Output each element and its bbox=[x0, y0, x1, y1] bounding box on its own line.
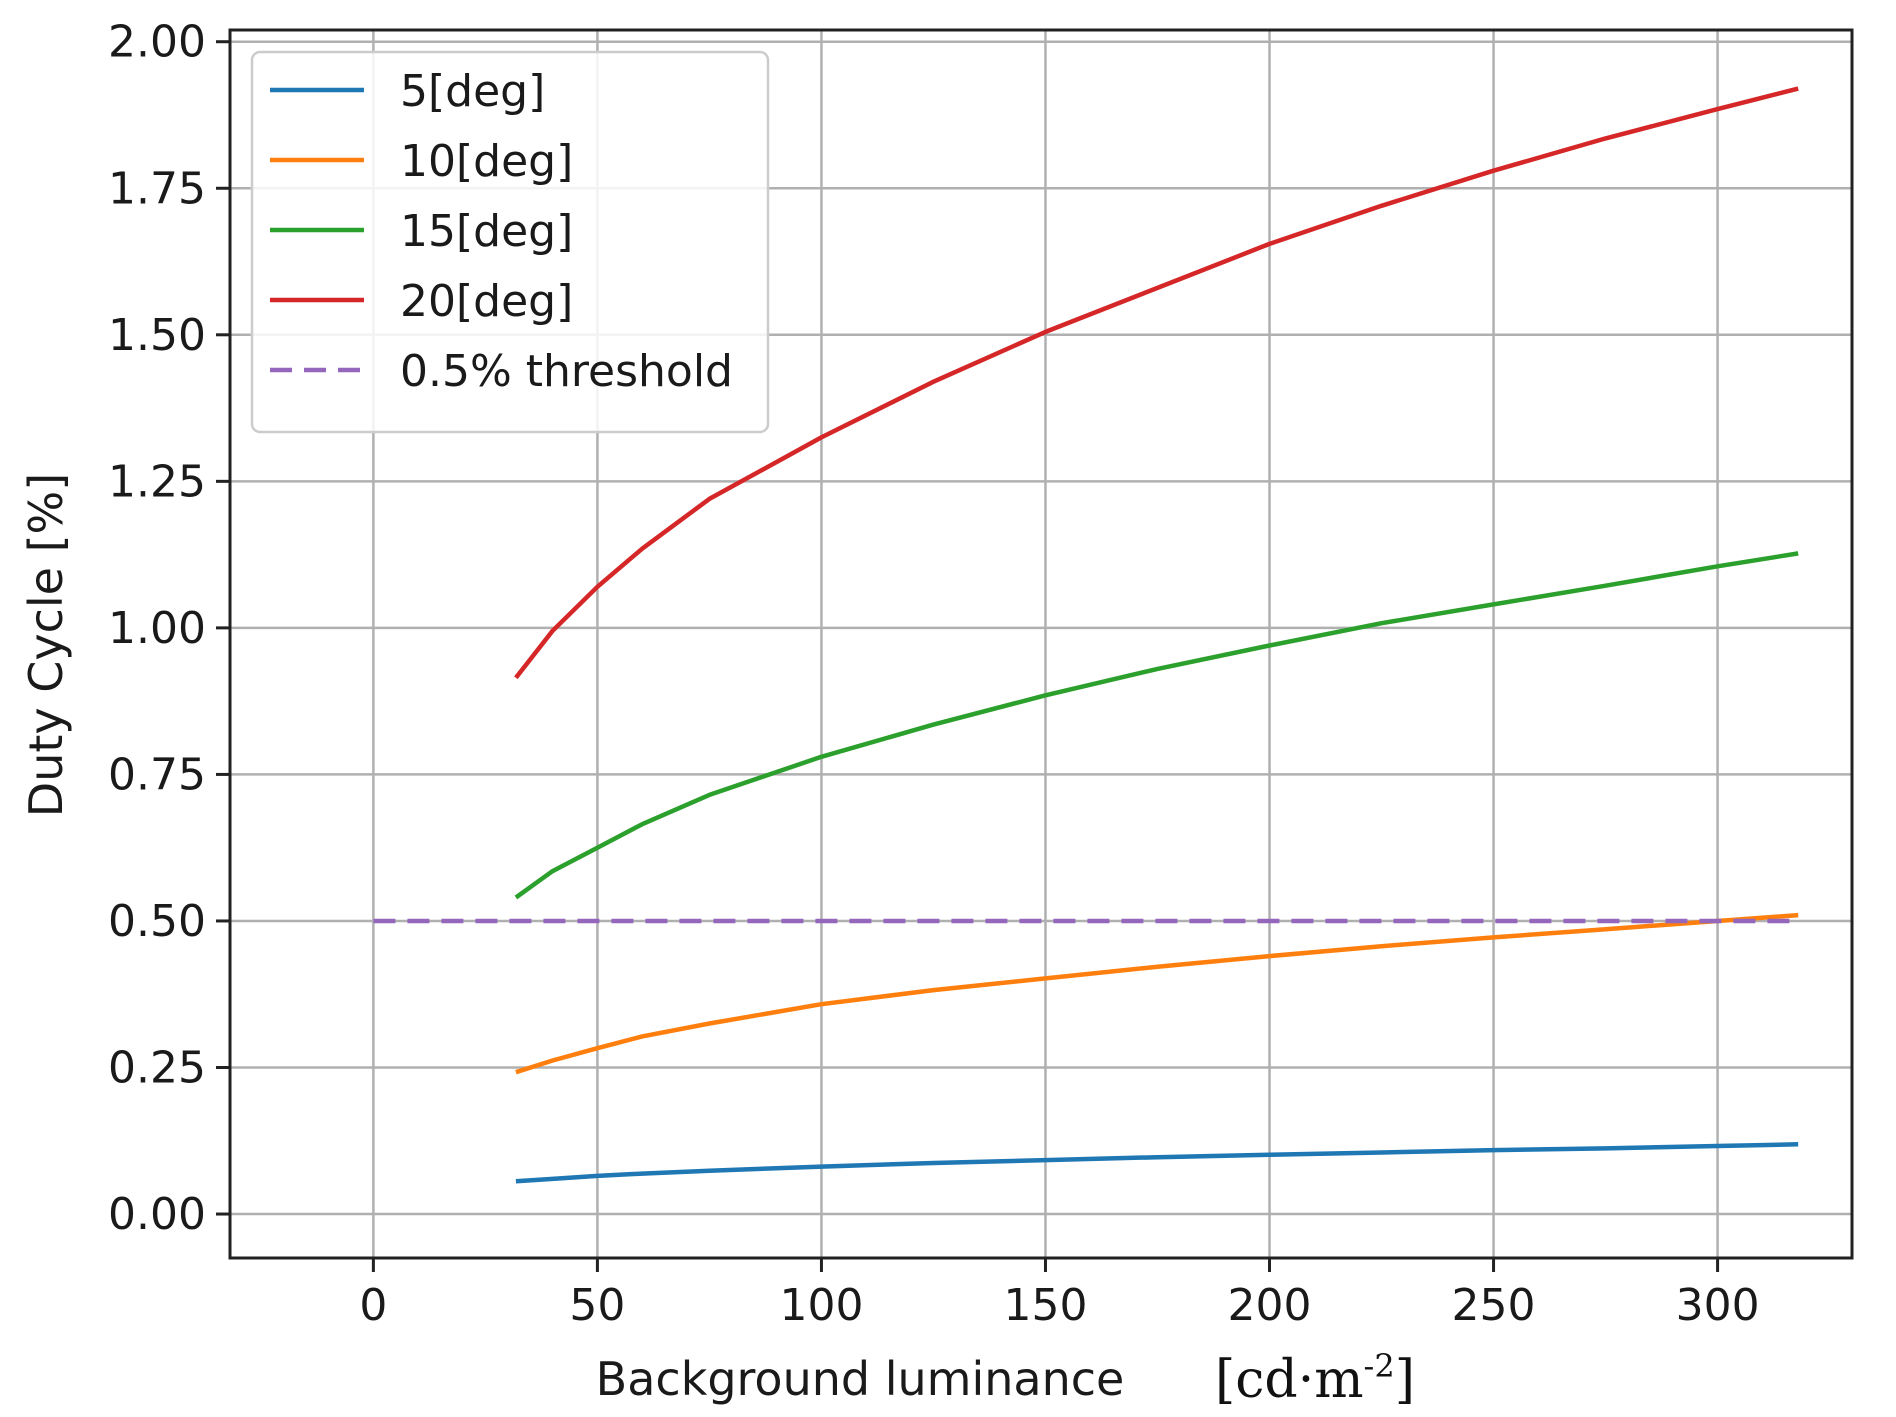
series-group bbox=[373, 86, 1799, 1184]
tick-group: 0 50 100 150 200 250 300 0.00 0.25 0.50 0.75 1.00 1.… bbox=[108, 17, 1760, 1331]
y-tick-label: 1.75 bbox=[108, 163, 206, 214]
x-tick-label: 200 bbox=[1228, 1280, 1312, 1331]
x-tick-label: 100 bbox=[779, 1280, 863, 1331]
y-tick-label: 1.25 bbox=[108, 456, 206, 507]
legend-entry-label: 10[deg] bbox=[400, 136, 573, 187]
y-tick-label: 0.50 bbox=[108, 896, 206, 947]
x-axis-label: Background luminance bbox=[596, 1352, 1125, 1406]
y-tick-label: 0.75 bbox=[108, 749, 206, 800]
series-line-10-deg bbox=[515, 912, 1799, 1075]
x-tick-label: 0 bbox=[359, 1280, 387, 1331]
legend-entry-label: 5[deg] bbox=[400, 66, 545, 117]
legend: 5[deg] 10[deg] 15[deg] 20[deg] 0.5% threshol… bbox=[250, 50, 770, 434]
x-tick-label: 150 bbox=[1003, 1280, 1087, 1331]
legend-entry-label: 0.5% threshold bbox=[400, 346, 733, 397]
plot-frame bbox=[228, 28, 1854, 1260]
x-axis-unit-end: ] bbox=[1395, 1350, 1415, 1410]
y-tick-label: 1.50 bbox=[108, 310, 206, 361]
series-line-15-deg bbox=[514, 551, 1799, 900]
y-tick-label: 2.00 bbox=[108, 17, 206, 68]
x-axis-unit: [cd·m-2] bbox=[1215, 1347, 1415, 1410]
x-axis-unit-main: [cd·m bbox=[1215, 1350, 1364, 1410]
x-tick-label: 50 bbox=[569, 1280, 625, 1331]
series-line-20-deg bbox=[514, 86, 1799, 680]
series-line-5-deg bbox=[515, 1142, 1799, 1184]
y-tick-label: 0.25 bbox=[108, 1042, 206, 1093]
y-tick-label: 1.00 bbox=[108, 603, 206, 654]
legend-entry-label: 20[deg] bbox=[400, 276, 573, 327]
x-axis-unit-superscript: -2 bbox=[1364, 1347, 1395, 1385]
y-axis-label: Duty Cycle [%] bbox=[19, 473, 73, 817]
y-tick-label: 0.00 bbox=[108, 1189, 206, 1240]
legend-box bbox=[250, 50, 770, 434]
x-tick-label: 300 bbox=[1676, 1280, 1760, 1331]
x-tick-label: 250 bbox=[1452, 1280, 1536, 1331]
legend-entry-label: 15[deg] bbox=[400, 206, 573, 257]
